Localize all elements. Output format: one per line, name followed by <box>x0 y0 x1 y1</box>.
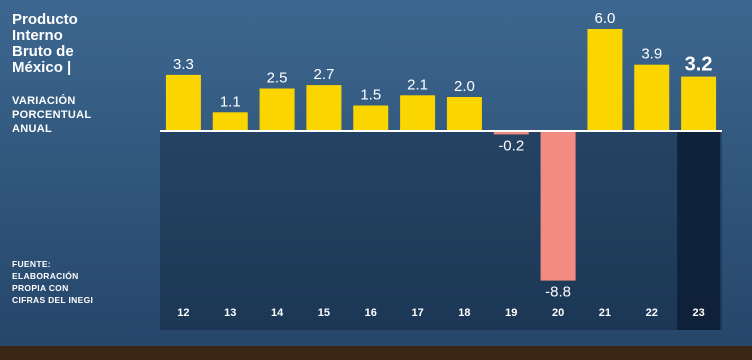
x-tick-label: 12 <box>177 307 189 319</box>
data-label: 2.5 <box>267 70 288 87</box>
data-label: 3.9 <box>641 46 662 63</box>
bar-chart: 3.3 12 1.1 13 2.5 14 2.7 15 1.5 16 2.1 17 2.0 18 -0.2 1… <box>160 10 722 330</box>
x-tick-label: 17 <box>411 307 423 319</box>
x-tick-label: 14 <box>271 307 284 319</box>
bar <box>400 95 436 131</box>
bar <box>587 29 623 131</box>
frame-bottom <box>0 346 752 360</box>
title-line: Producto <box>12 11 78 28</box>
data-label: 3.3 <box>173 56 194 73</box>
highlight-band <box>677 131 720 330</box>
source-line: FUENTE: <box>12 259 51 269</box>
data-label: 2.7 <box>313 66 334 83</box>
bar <box>681 76 717 131</box>
x-tick-label: 16 <box>365 307 377 319</box>
bar <box>540 131 576 281</box>
lower-shade <box>160 131 722 330</box>
x-tick-label: 13 <box>224 307 236 319</box>
data-label: 1.5 <box>360 87 381 104</box>
bar <box>212 112 248 131</box>
chart-panel: Producto Interno Bruto de México | VARIA… <box>0 0 752 346</box>
bar <box>634 64 670 131</box>
subtitle-line: VARIACIÓN <box>12 95 76 107</box>
bar <box>259 88 295 131</box>
chart-subtitle: VARIACIÓN PORCENTUAL ANUAL <box>12 94 122 136</box>
x-tick-label: 15 <box>318 307 330 319</box>
title-line: México | <box>12 59 72 76</box>
chart-title: Producto Interno Bruto de México | <box>12 12 78 76</box>
source-line: PROPIA CON <box>12 283 69 293</box>
data-label: -8.8 <box>545 284 571 301</box>
x-tick-label: 19 <box>505 307 517 319</box>
subtitle-line: PORCENTUAL <box>12 109 92 121</box>
x-tick-label: 21 <box>599 307 611 319</box>
data-label: -0.2 <box>498 137 524 154</box>
bar <box>165 74 201 131</box>
data-label: 1.1 <box>220 93 241 110</box>
source-line: ELABORACIÓN <box>12 271 79 281</box>
title-line: Interno <box>12 27 63 44</box>
data-label: 6.0 <box>594 10 615 27</box>
subtitle-line: ANUAL <box>12 123 52 135</box>
bar <box>446 97 482 131</box>
bar <box>353 105 389 131</box>
x-tick-label: 22 <box>646 307 658 319</box>
x-tick-label: 23 <box>692 307 704 319</box>
chart-source-note: FUENTE: ELABORACIÓN PROPIA CON CIFRAS DE… <box>12 258 132 306</box>
title-line: Bruto de <box>12 43 74 60</box>
x-tick-label: 18 <box>458 307 470 319</box>
x-tick-label: 20 <box>552 307 564 319</box>
bar <box>306 85 342 131</box>
data-label: 3.2 <box>685 54 713 76</box>
data-label: 2.1 <box>407 76 428 93</box>
source-line: CIFRAS DEL INEGI <box>12 295 94 305</box>
data-label: 2.0 <box>454 78 475 95</box>
bar <box>493 131 529 135</box>
